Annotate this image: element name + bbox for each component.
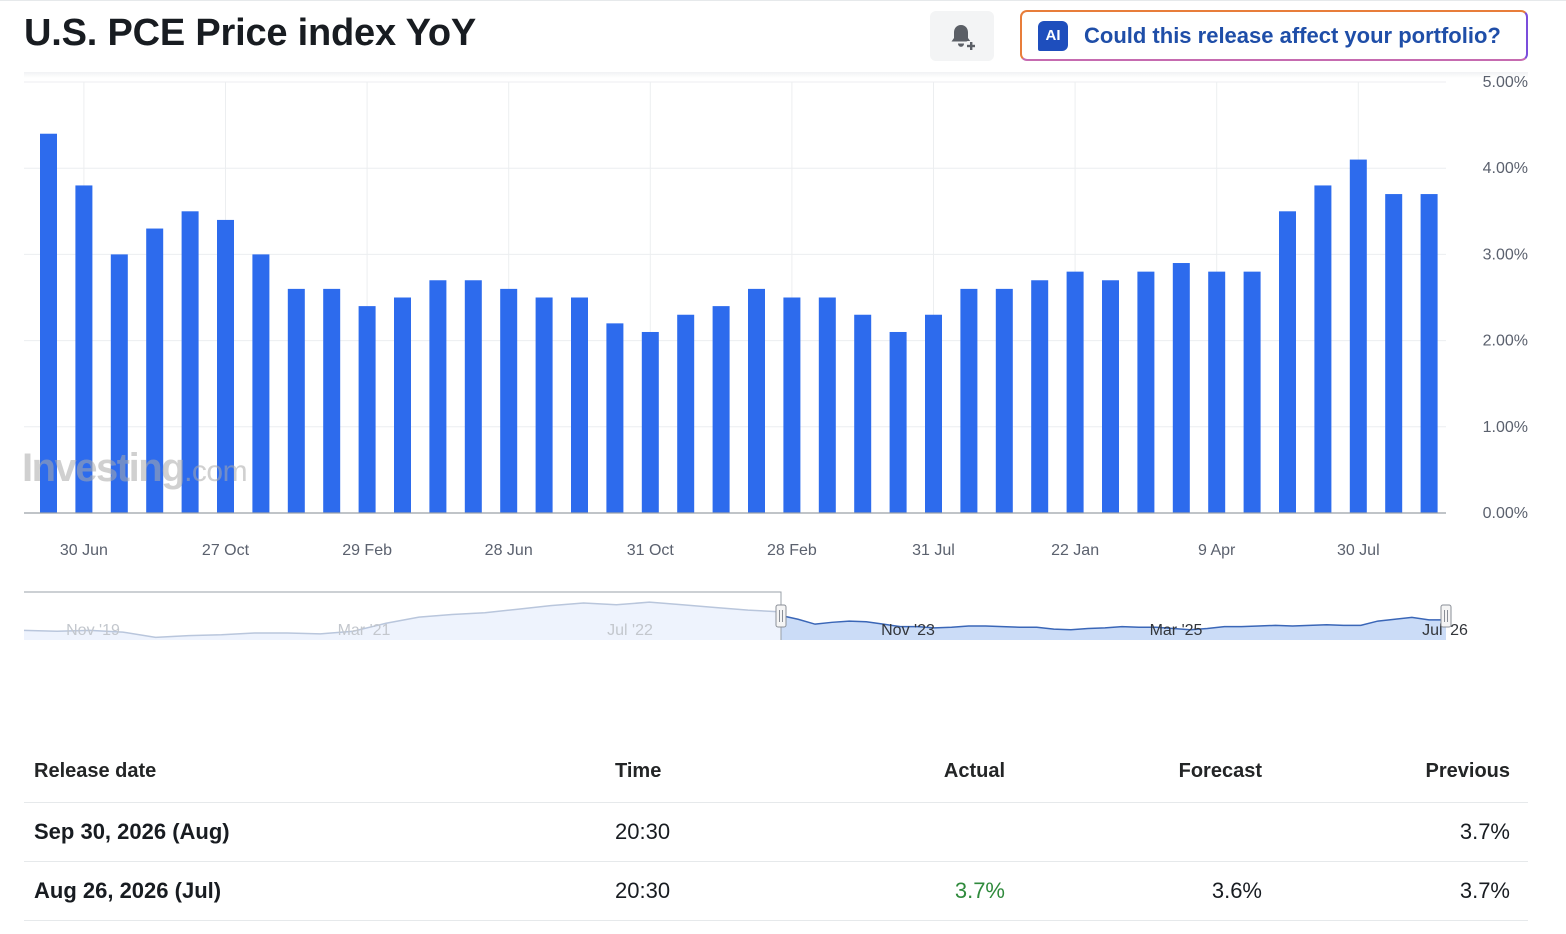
chart-bar[interactable] bbox=[217, 219, 234, 514]
ai-badge-icon: AI bbox=[1038, 20, 1068, 51]
chart-bar[interactable] bbox=[854, 314, 872, 513]
ai-button-label: Could this release affect your portfolio… bbox=[1084, 22, 1501, 48]
watermark-suffix: .com bbox=[184, 455, 248, 488]
chart-bar[interactable] bbox=[677, 314, 695, 513]
ai-portfolio-button[interactable]: AI Could this release affect your portfo… bbox=[1020, 10, 1528, 61]
release-table: Release date Time Actual Forecast Previo… bbox=[24, 740, 1528, 921]
header-forecast[interactable]: Forecast bbox=[1178, 759, 1262, 782]
y-tick-label: 2.00% bbox=[1483, 333, 1528, 350]
x-tick-label: 30 Jul bbox=[1337, 542, 1380, 559]
top-divider bbox=[0, 0, 1566, 1]
chart-bar[interactable] bbox=[783, 297, 801, 514]
y-tick-label: 5.00% bbox=[1483, 74, 1528, 91]
chart-bar[interactable] bbox=[606, 323, 624, 513]
chart-bar[interactable] bbox=[323, 288, 341, 513]
chart-bar[interactable] bbox=[1066, 271, 1084, 513]
chart-bar[interactable] bbox=[181, 211, 199, 514]
chart-bar[interactable] bbox=[889, 331, 907, 513]
table-row: Aug 26, 2026 (Jul) 20:30 3.7% 3.6% 3.7% bbox=[24, 862, 1528, 921]
y-tick-label: 0.00% bbox=[1483, 505, 1528, 522]
watermark-text: Investing bbox=[22, 446, 186, 490]
x-tick-label: 31 Jul bbox=[912, 542, 955, 559]
x-tick-label: 28 Jun bbox=[485, 542, 533, 559]
time-cell: 20:30 bbox=[615, 819, 671, 844]
chart-bar[interactable] bbox=[1102, 280, 1119, 513]
chart-bar[interactable] bbox=[110, 254, 128, 513]
page-title: U.S. PCE Price index YoY bbox=[24, 12, 477, 54]
chart-bar[interactable] bbox=[358, 306, 376, 513]
navigator-label: Mar '21 bbox=[338, 622, 391, 639]
navigator-label: Mar '25 bbox=[1150, 622, 1203, 639]
chart-bar[interactable] bbox=[1385, 194, 1403, 513]
previous-cell: 3.7% bbox=[1459, 878, 1510, 903]
previous-cell: 3.7% bbox=[1459, 819, 1510, 844]
forecast-cell: 3.6% bbox=[1211, 878, 1262, 903]
header-time[interactable]: Time bbox=[615, 759, 662, 782]
table-row: Sep 30, 2026 (Aug) 20:30 3.7% bbox=[24, 803, 1528, 862]
chart-bar[interactable] bbox=[1349, 159, 1367, 513]
release-date-cell: Sep 30, 2026 (Aug) bbox=[34, 819, 230, 844]
time-cell: 20:30 bbox=[615, 878, 671, 903]
chart-bar[interactable] bbox=[748, 288, 765, 513]
chart-bar[interactable] bbox=[960, 288, 978, 513]
chart-bar[interactable] bbox=[252, 254, 270, 513]
chart-bar[interactable] bbox=[1208, 271, 1226, 513]
navigator-label: Jul '22 bbox=[607, 622, 653, 639]
navigator-line-outside bbox=[23, 601, 782, 639]
x-tick-label: 27 Oct bbox=[202, 542, 250, 559]
create-alert-button[interactable] bbox=[930, 11, 994, 61]
chart-axes: 0.00% 1.00% 2.00% 3.00% 4.00% 5.00% 30 Jun 27 O… bbox=[24, 74, 1528, 559]
header-actual[interactable]: Actual bbox=[943, 759, 1005, 782]
chart-bar[interactable] bbox=[1279, 211, 1296, 514]
chart-bar[interactable] bbox=[75, 185, 93, 513]
chart-bar[interactable] bbox=[1243, 271, 1261, 513]
chart-bar[interactable] bbox=[995, 288, 1013, 513]
chart-bar[interactable] bbox=[1420, 194, 1438, 513]
navigator-area-outside bbox=[24, 602, 781, 640]
navigator-label: Jul '26 bbox=[1422, 622, 1468, 639]
chart-bar[interactable] bbox=[1314, 185, 1332, 513]
y-tick-label: 3.00% bbox=[1483, 246, 1528, 263]
y-tick-label: 1.00% bbox=[1483, 419, 1528, 436]
chart-bar[interactable] bbox=[429, 280, 447, 513]
navigator-label: Nov '19 bbox=[66, 622, 120, 639]
navigator-handle-left[interactable] bbox=[775, 604, 787, 628]
navigator-handle-right[interactable] bbox=[1440, 604, 1452, 628]
bell-plus-icon bbox=[951, 25, 976, 51]
chart-bar[interactable] bbox=[1031, 280, 1049, 513]
header-release-date[interactable]: Release date bbox=[34, 759, 157, 782]
chart-bar[interactable] bbox=[40, 133, 57, 513]
chart-bars bbox=[40, 133, 1438, 514]
release-date-cell: Aug 26, 2026 (Jul) bbox=[34, 878, 222, 903]
chart-bar[interactable] bbox=[818, 297, 836, 514]
chart-bar[interactable] bbox=[535, 297, 553, 514]
chart-bar[interactable] bbox=[464, 280, 482, 513]
chart-navigator[interactable]: Nov '19 Mar '21 Jul '22 Nov '23 Mar '25 Jul '… bbox=[23, 591, 1468, 640]
navigator-label: Nov '23 bbox=[881, 622, 935, 639]
actual-cell: 3.7% bbox=[954, 878, 1005, 903]
pce-bar-chart[interactable]: 0.00% 1.00% 2.00% 3.00% 4.00% 5.00% 30 Jun 27 O… bbox=[0, 0, 1566, 660]
chart-bar[interactable] bbox=[1172, 263, 1190, 513]
chart-bar[interactable] bbox=[571, 297, 588, 514]
chart-bar[interactable] bbox=[146, 228, 164, 514]
chart-bar[interactable] bbox=[925, 314, 942, 513]
header-previous[interactable]: Previous bbox=[1425, 759, 1510, 782]
y-tick-label: 4.00% bbox=[1483, 160, 1528, 177]
chart-bar[interactable] bbox=[287, 288, 305, 513]
x-tick-label: 29 Feb bbox=[342, 542, 392, 559]
x-tick-label: 9 Apr bbox=[1198, 542, 1236, 559]
chart-bar[interactable] bbox=[1137, 271, 1155, 513]
chart-bar[interactable] bbox=[500, 288, 518, 513]
x-tick-label: 28 Feb bbox=[767, 542, 817, 559]
x-tick-label: 31 Oct bbox=[627, 542, 675, 559]
chart-bar[interactable] bbox=[712, 306, 730, 513]
investing-watermark: Investing.com bbox=[22, 446, 248, 491]
x-tick-label: 22 Jan bbox=[1051, 542, 1099, 559]
x-tick-label: 30 Jun bbox=[60, 542, 108, 559]
chart-bar[interactable] bbox=[394, 297, 411, 514]
table-header-row: Release date Time Actual Forecast Previo… bbox=[24, 740, 1528, 803]
header-shadow bbox=[24, 72, 1528, 78]
navigator-line-selected bbox=[780, 614, 1446, 631]
chart-bar[interactable] bbox=[641, 331, 659, 513]
